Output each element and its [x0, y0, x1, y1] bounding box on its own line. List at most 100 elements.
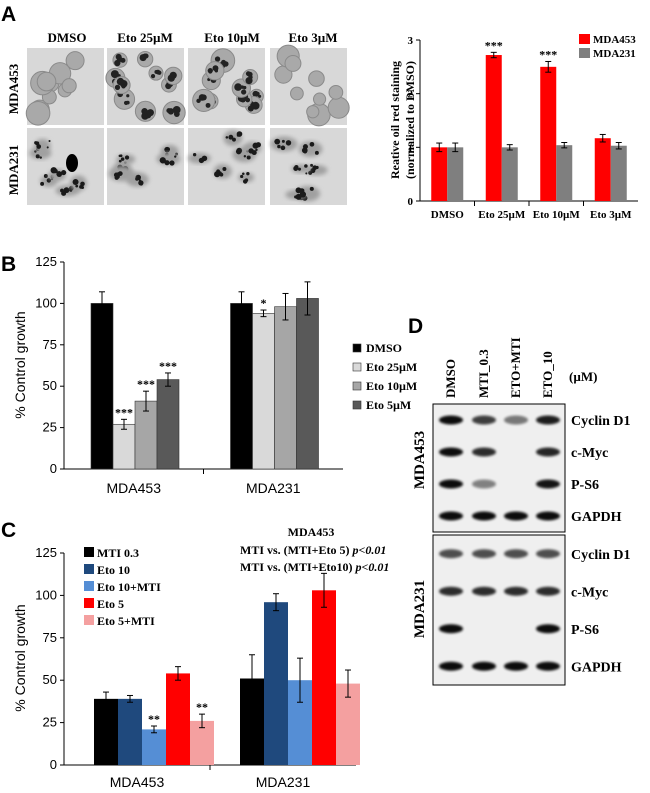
lipid-droplet [244, 178, 249, 182]
legend-label: Eto 5µM [366, 398, 411, 412]
lipid-droplet [242, 172, 245, 175]
blot-membrane [432, 534, 566, 686]
lipid-droplet [232, 137, 236, 142]
bar [90, 303, 114, 470]
y-tick-label: 1 [408, 142, 414, 154]
lipid-droplet [114, 59, 121, 67]
y-tick-label: 25 [43, 715, 57, 730]
bar [610, 145, 627, 201]
lipid-droplet [165, 82, 172, 90]
micrograph-tile [188, 48, 265, 125]
blot-row-label: GAPDH [571, 660, 622, 675]
lipid-droplet [143, 53, 149, 59]
lipid-droplet [46, 146, 49, 149]
lipid-droplet [126, 94, 130, 98]
bar [156, 379, 180, 470]
y-tick-label: 50 [43, 672, 57, 687]
legend-label: Eto 5 [97, 597, 124, 611]
legend-swatch [579, 48, 590, 58]
lipid-droplet [80, 181, 85, 187]
bar [166, 673, 190, 765]
lipid-droplet [170, 162, 173, 165]
lipid-droplet [46, 178, 52, 183]
lipid-droplet [200, 94, 207, 101]
lipid-droplet [246, 155, 251, 160]
blot-band [439, 661, 463, 671]
legend-label: Eto 10 [97, 563, 130, 577]
cell [36, 71, 57, 92]
cell [61, 78, 77, 94]
blot-band [472, 511, 496, 521]
bar [94, 698, 118, 765]
significance-label: * [261, 296, 267, 310]
blot-lane-label: MTI_0.3 [476, 349, 491, 398]
bar [501, 147, 518, 201]
lipid-droplet [118, 154, 121, 158]
y-tick-label: 50 [43, 378, 57, 393]
legend-swatch [579, 34, 590, 44]
blot-band [504, 586, 528, 596]
bar [274, 306, 297, 470]
bar [142, 729, 166, 765]
blot-cell-line-label: MDA231 [412, 580, 428, 638]
lipid-droplet [255, 148, 258, 152]
lipid-droplet [172, 106, 181, 114]
bar [252, 313, 275, 470]
lipid-droplet [167, 108, 175, 115]
lipid-droplet [208, 70, 213, 74]
blot-band [504, 415, 528, 425]
bar [594, 138, 611, 201]
blot-lane-label: ETO+MTI [508, 337, 523, 398]
y-tick-label: 125 [35, 254, 57, 269]
y-tick-label: 100 [35, 295, 57, 310]
cell [65, 51, 85, 71]
cell [25, 100, 51, 126]
x-category-label: Eto 3µM [590, 209, 632, 221]
lipid-droplet [274, 138, 281, 145]
micrograph-tile [270, 44, 350, 127]
blot-band [536, 415, 560, 425]
y-axis-label: (normalized to DMSO) [403, 61, 417, 179]
blot-band [536, 661, 560, 671]
lipid-droplet [120, 57, 126, 63]
annotation-title: MDA453 [288, 525, 335, 539]
blot-band [472, 586, 496, 596]
legend-label: MTI 0.3 [97, 546, 139, 560]
lipid-droplet [56, 171, 63, 178]
lipid-droplet [280, 145, 286, 151]
bar [118, 698, 142, 765]
lipid-droplet [222, 166, 227, 171]
lipid-droplet [216, 169, 221, 174]
panel-label-d: D [408, 315, 423, 338]
lipid-droplet [252, 90, 259, 98]
cell [306, 105, 320, 119]
lipid-droplet [35, 154, 40, 159]
lipid-droplet [277, 144, 281, 149]
lipid-droplet [114, 173, 120, 180]
micrograph-tile [27, 128, 104, 205]
lipid-droplet [304, 164, 308, 168]
cell [312, 92, 327, 106]
bar [296, 298, 319, 470]
blot-row-label: GAPDH [571, 510, 622, 525]
lipid-droplet [228, 134, 234, 140]
lipid-droplet [167, 74, 175, 82]
image-column-label: Eto 3µM [288, 30, 337, 45]
blot-band [439, 511, 463, 521]
blot-row-label: Cyclin D1 [571, 548, 631, 563]
blot-band [504, 511, 528, 521]
lipid-droplet [241, 89, 247, 95]
legend-swatch [352, 381, 362, 391]
image-column-label: Eto 10µM [204, 30, 260, 45]
blot-band [439, 549, 463, 559]
bar [112, 423, 136, 470]
chart-c: % Control growth MDA453 MTI vs. (MTI+Eto… [12, 525, 389, 790]
lipid-droplet [295, 193, 302, 200]
lipid-droplet [35, 141, 40, 146]
lipid-droplet [111, 70, 119, 78]
cell [284, 54, 302, 72]
blot-band [472, 447, 496, 457]
lipid-droplet [243, 155, 247, 158]
significance-label: *** [539, 47, 557, 61]
x-category-label: Eto 25µM [478, 209, 526, 221]
